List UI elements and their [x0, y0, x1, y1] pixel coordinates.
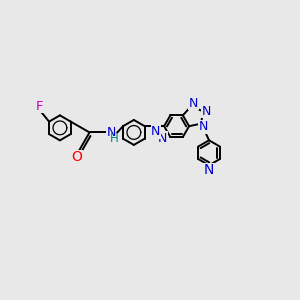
Text: N: N	[189, 97, 198, 110]
Text: N: N	[202, 105, 211, 118]
Text: N: N	[158, 131, 167, 145]
Text: N: N	[199, 120, 208, 133]
Text: N: N	[204, 164, 214, 177]
Text: H: H	[110, 132, 118, 145]
Text: N: N	[151, 125, 160, 138]
Text: N: N	[106, 126, 116, 139]
Text: F: F	[36, 100, 44, 113]
Text: O: O	[71, 150, 82, 164]
